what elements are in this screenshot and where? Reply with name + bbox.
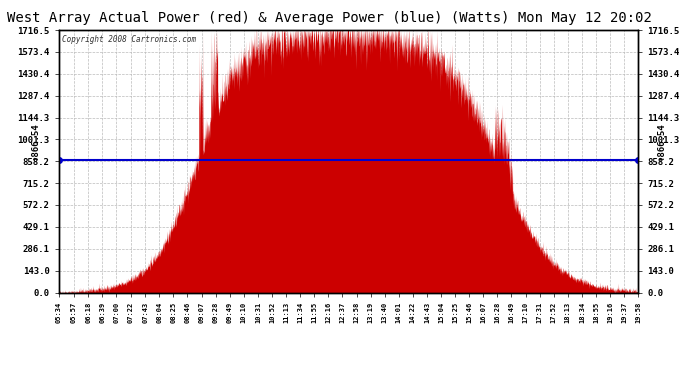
- Text: West Array Actual Power (red) & Average Power (blue) (Watts) Mon May 12 20:02: West Array Actual Power (red) & Average …: [7, 11, 652, 25]
- Text: ↑866.54: ↑866.54: [657, 122, 666, 160]
- Text: ↑866.54: ↑866.54: [31, 122, 40, 160]
- Text: Copyright 2008 Cartronics.com: Copyright 2008 Cartronics.com: [61, 35, 196, 44]
